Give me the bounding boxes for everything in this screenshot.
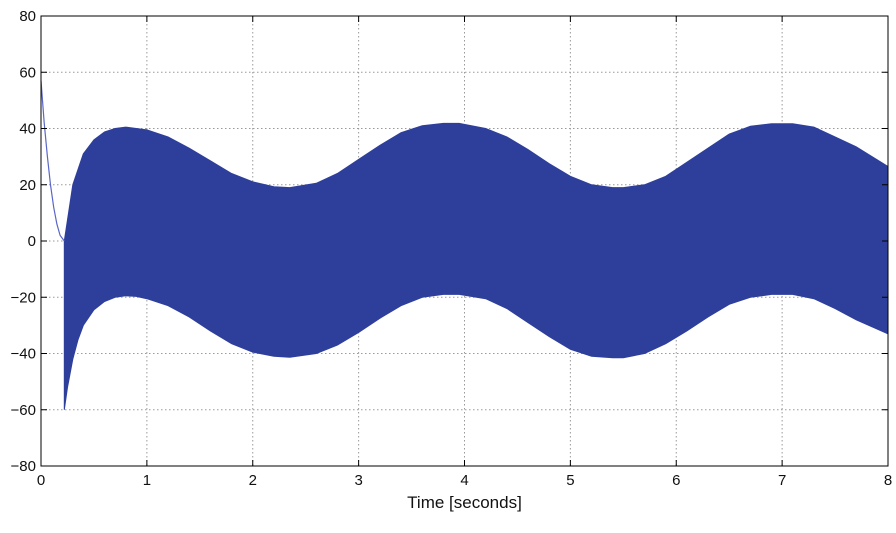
tick-labels: 0 1 2 3 4 5 6 7 8 −80 −60 −40 −20 0 20 40 60 80 — [11, 8, 893, 489]
ticks — [40, 15, 889, 467]
y-tick-label: 0 — [28, 233, 36, 250]
y-tick-label: −40 — [11, 346, 36, 363]
x-tick-label: 7 — [778, 472, 786, 489]
y-tick-label: 20 — [19, 177, 36, 194]
x-tick-label: 6 — [672, 472, 680, 489]
x-tick-label: 1 — [143, 472, 151, 489]
x-tick-label: 4 — [460, 472, 468, 489]
x-tick-label: 5 — [566, 472, 574, 489]
y-tick-label: −20 — [11, 289, 36, 306]
y-tick-label: −80 — [11, 458, 36, 475]
oscillation-envelope — [63, 122, 889, 410]
x-tick-label: 3 — [354, 472, 362, 489]
x-tick-label: 8 — [884, 472, 892, 489]
y-tick-label: 60 — [19, 64, 36, 81]
x-tick-label: 0 — [37, 472, 45, 489]
y-tick-label: 40 — [19, 121, 36, 138]
x-tick-label: 2 — [249, 472, 257, 489]
y-tick-label: −60 — [11, 402, 36, 419]
y-tick-label: 80 — [19, 8, 36, 25]
x-axis-title: Time [seconds] — [407, 493, 522, 512]
